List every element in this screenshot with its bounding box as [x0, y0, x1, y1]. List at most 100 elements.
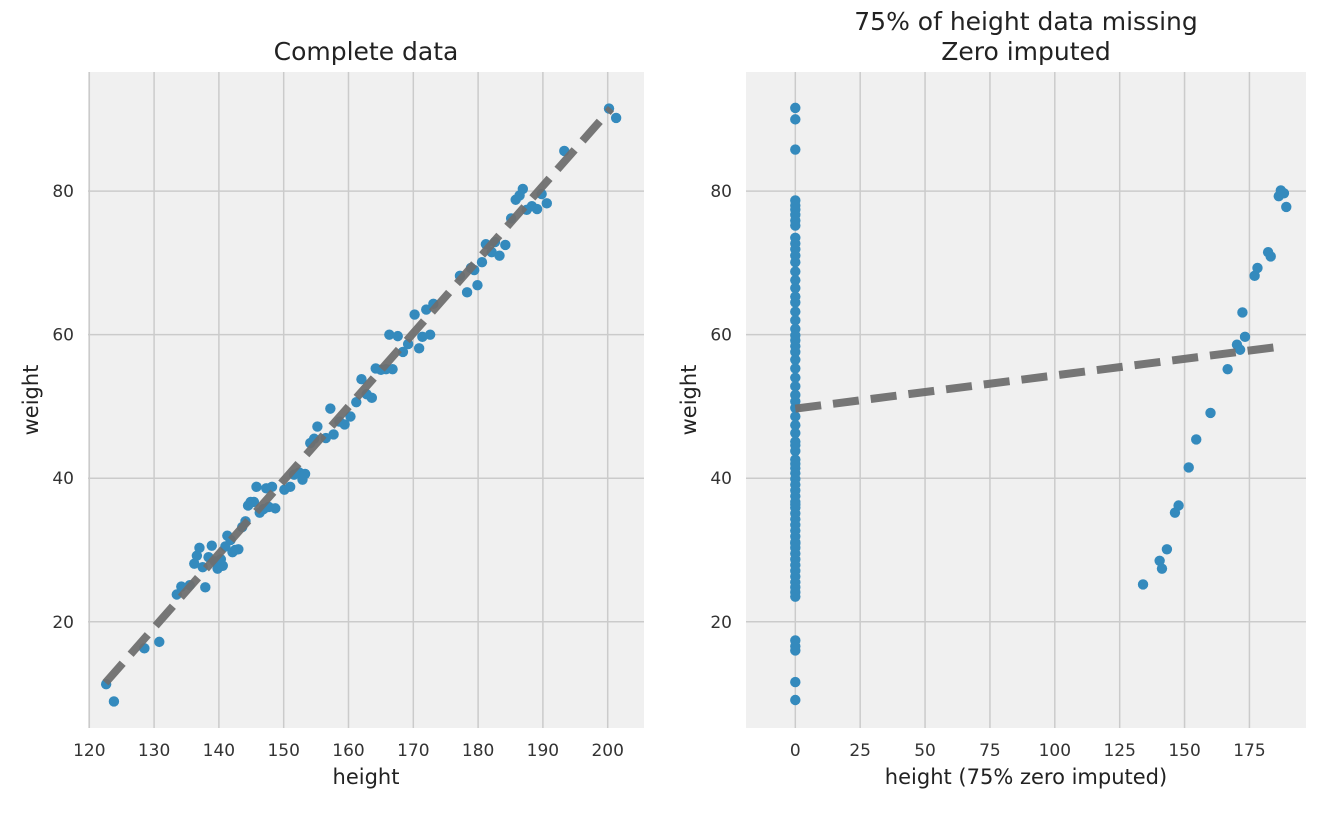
complete-data-point: [517, 183, 529, 195]
imputed-data-point: [1239, 331, 1251, 343]
imputed-data-point: [1173, 500, 1184, 511]
imputed-y-tick-label: 80: [710, 182, 732, 202]
complete-data-point: [108, 696, 120, 707]
imputed-data-point: [1265, 251, 1276, 262]
imputed-data-point: [790, 144, 801, 155]
complete-data-point: [206, 540, 217, 551]
imputed-y-tick-label: 20: [710, 613, 732, 633]
complete-x-tick-label: 150: [267, 741, 299, 761]
imputed-data-point: [790, 220, 801, 231]
complete-data-point: [191, 550, 203, 561]
imputed-data-point: [790, 256, 801, 268]
imputed-data-point: [790, 297, 801, 308]
imputed-data-point: [1183, 462, 1194, 473]
complete-data-point: [233, 544, 244, 555]
imputed-x-tick-label: 150: [1168, 741, 1200, 761]
imputed-x-axis-label: height (75% zero imputed): [885, 765, 1167, 789]
complete-chart-title: Complete data: [274, 37, 459, 66]
imputed-plot-area: [746, 72, 1306, 728]
imputed-data-point: [790, 266, 801, 277]
imputed-data-point: [790, 411, 801, 422]
imputed-data-point: [790, 591, 801, 602]
imputed-data-point: [1278, 188, 1290, 199]
complete-data-chart: 120 130 140 150 160 170 180 190 200 20 40 60 80 Compl…: [19, 37, 644, 789]
imputed-data-point: [1205, 407, 1216, 419]
imputed-data-point: [1249, 270, 1260, 282]
imputed-data-point: [790, 499, 801, 510]
imputed-x-tick-label: 50: [914, 741, 936, 761]
complete-data-point: [325, 403, 336, 414]
complete-data-point: [461, 287, 473, 298]
imputed-x-tick-label: 75: [979, 741, 1001, 761]
complete-x-axis-label: height: [333, 765, 400, 789]
complete-data-point: [494, 250, 505, 261]
imputed-data-point: [790, 694, 801, 706]
complete-data-point: [476, 256, 488, 268]
complete-data-point: [384, 329, 395, 340]
complete-x-tick-label: 190: [527, 741, 559, 761]
imputed-fit-line: [794, 342, 1279, 413]
imputed-data-point: [790, 114, 801, 125]
imputed-data-point: [790, 274, 801, 286]
complete-data-point: [217, 560, 228, 571]
complete-data-point: [154, 636, 165, 648]
complete-data-point: [200, 582, 211, 593]
complete-data-point: [299, 468, 311, 480]
imputed-data-point: [790, 346, 801, 358]
complete-data-point: [171, 589, 182, 600]
imputed-data-point: [1281, 201, 1292, 213]
imputed-chart-title: 75% of height data missing: [854, 7, 1197, 36]
imputed-chart-title: Zero imputed: [941, 37, 1111, 66]
complete-data-point: [194, 542, 205, 554]
imputed-data-point: [790, 538, 801, 549]
imputed-data-point: [1156, 563, 1168, 574]
imputed-data-point: [1252, 262, 1263, 274]
complete-data-point: [366, 392, 378, 404]
imputed-x-tick-label: 100: [1039, 741, 1071, 761]
imputed-y-axis-label: weight: [677, 365, 701, 436]
complete-data-point: [531, 203, 543, 215]
imputed-data-point: [790, 372, 801, 383]
imputed-points: [790, 102, 1292, 706]
imputed-data-point: [1234, 344, 1246, 355]
imputed-x-tick-label: 125: [1103, 741, 1135, 761]
imputed-data-point: [1161, 544, 1173, 555]
complete-data-point: [541, 198, 552, 209]
complete-data-point: [424, 329, 436, 340]
imputed-data-point: [1154, 555, 1165, 566]
complete-x-tick-label: 120: [73, 741, 105, 761]
complete-data-point: [397, 346, 409, 358]
imputed-y-tick-label: 40: [710, 469, 732, 489]
complete-x-tick-label: 140: [203, 741, 235, 761]
imputed-data-point: [1237, 307, 1248, 318]
imputed-data-point: [790, 102, 801, 114]
complete-data-point: [251, 481, 262, 493]
imputed-data-point: [1191, 434, 1202, 445]
imputed-data-point: [790, 306, 801, 317]
complete-data-point: [472, 279, 483, 291]
complete-data-point: [345, 411, 356, 422]
complete-x-tick-label: 200: [591, 741, 623, 761]
complete-y-axis-label: weight: [19, 365, 43, 436]
imputed-data-point: [1222, 363, 1233, 375]
imputed-data-point: [790, 282, 801, 294]
imputed-data-point: [790, 419, 801, 431]
complete-data-point: [284, 481, 296, 493]
complete-y-tick-label: 80: [52, 182, 74, 202]
complete-data-point: [409, 309, 420, 320]
complete-y-tick-label: 40: [52, 469, 74, 489]
complete-points: [100, 103, 622, 707]
imputed-x-tick-label: 175: [1233, 741, 1265, 761]
imputed-data-point: [790, 645, 801, 656]
imputed-data-point: [790, 381, 801, 392]
zero-imputed-chart: 0 25 50 75 100 125 150 175 20 40 60 80 75% of height…: [677, 7, 1306, 789]
imputed-x-tick-label: 0: [790, 741, 801, 761]
imputed-x-tick-label: 25: [849, 741, 871, 761]
complete-data-point: [266, 481, 278, 493]
imputed-data-point: [790, 458, 801, 470]
complete-data-point: [312, 421, 323, 432]
complete-x-tick-label: 180: [462, 741, 494, 761]
complete-data-point: [413, 343, 425, 354]
complete-data-point: [387, 363, 398, 375]
